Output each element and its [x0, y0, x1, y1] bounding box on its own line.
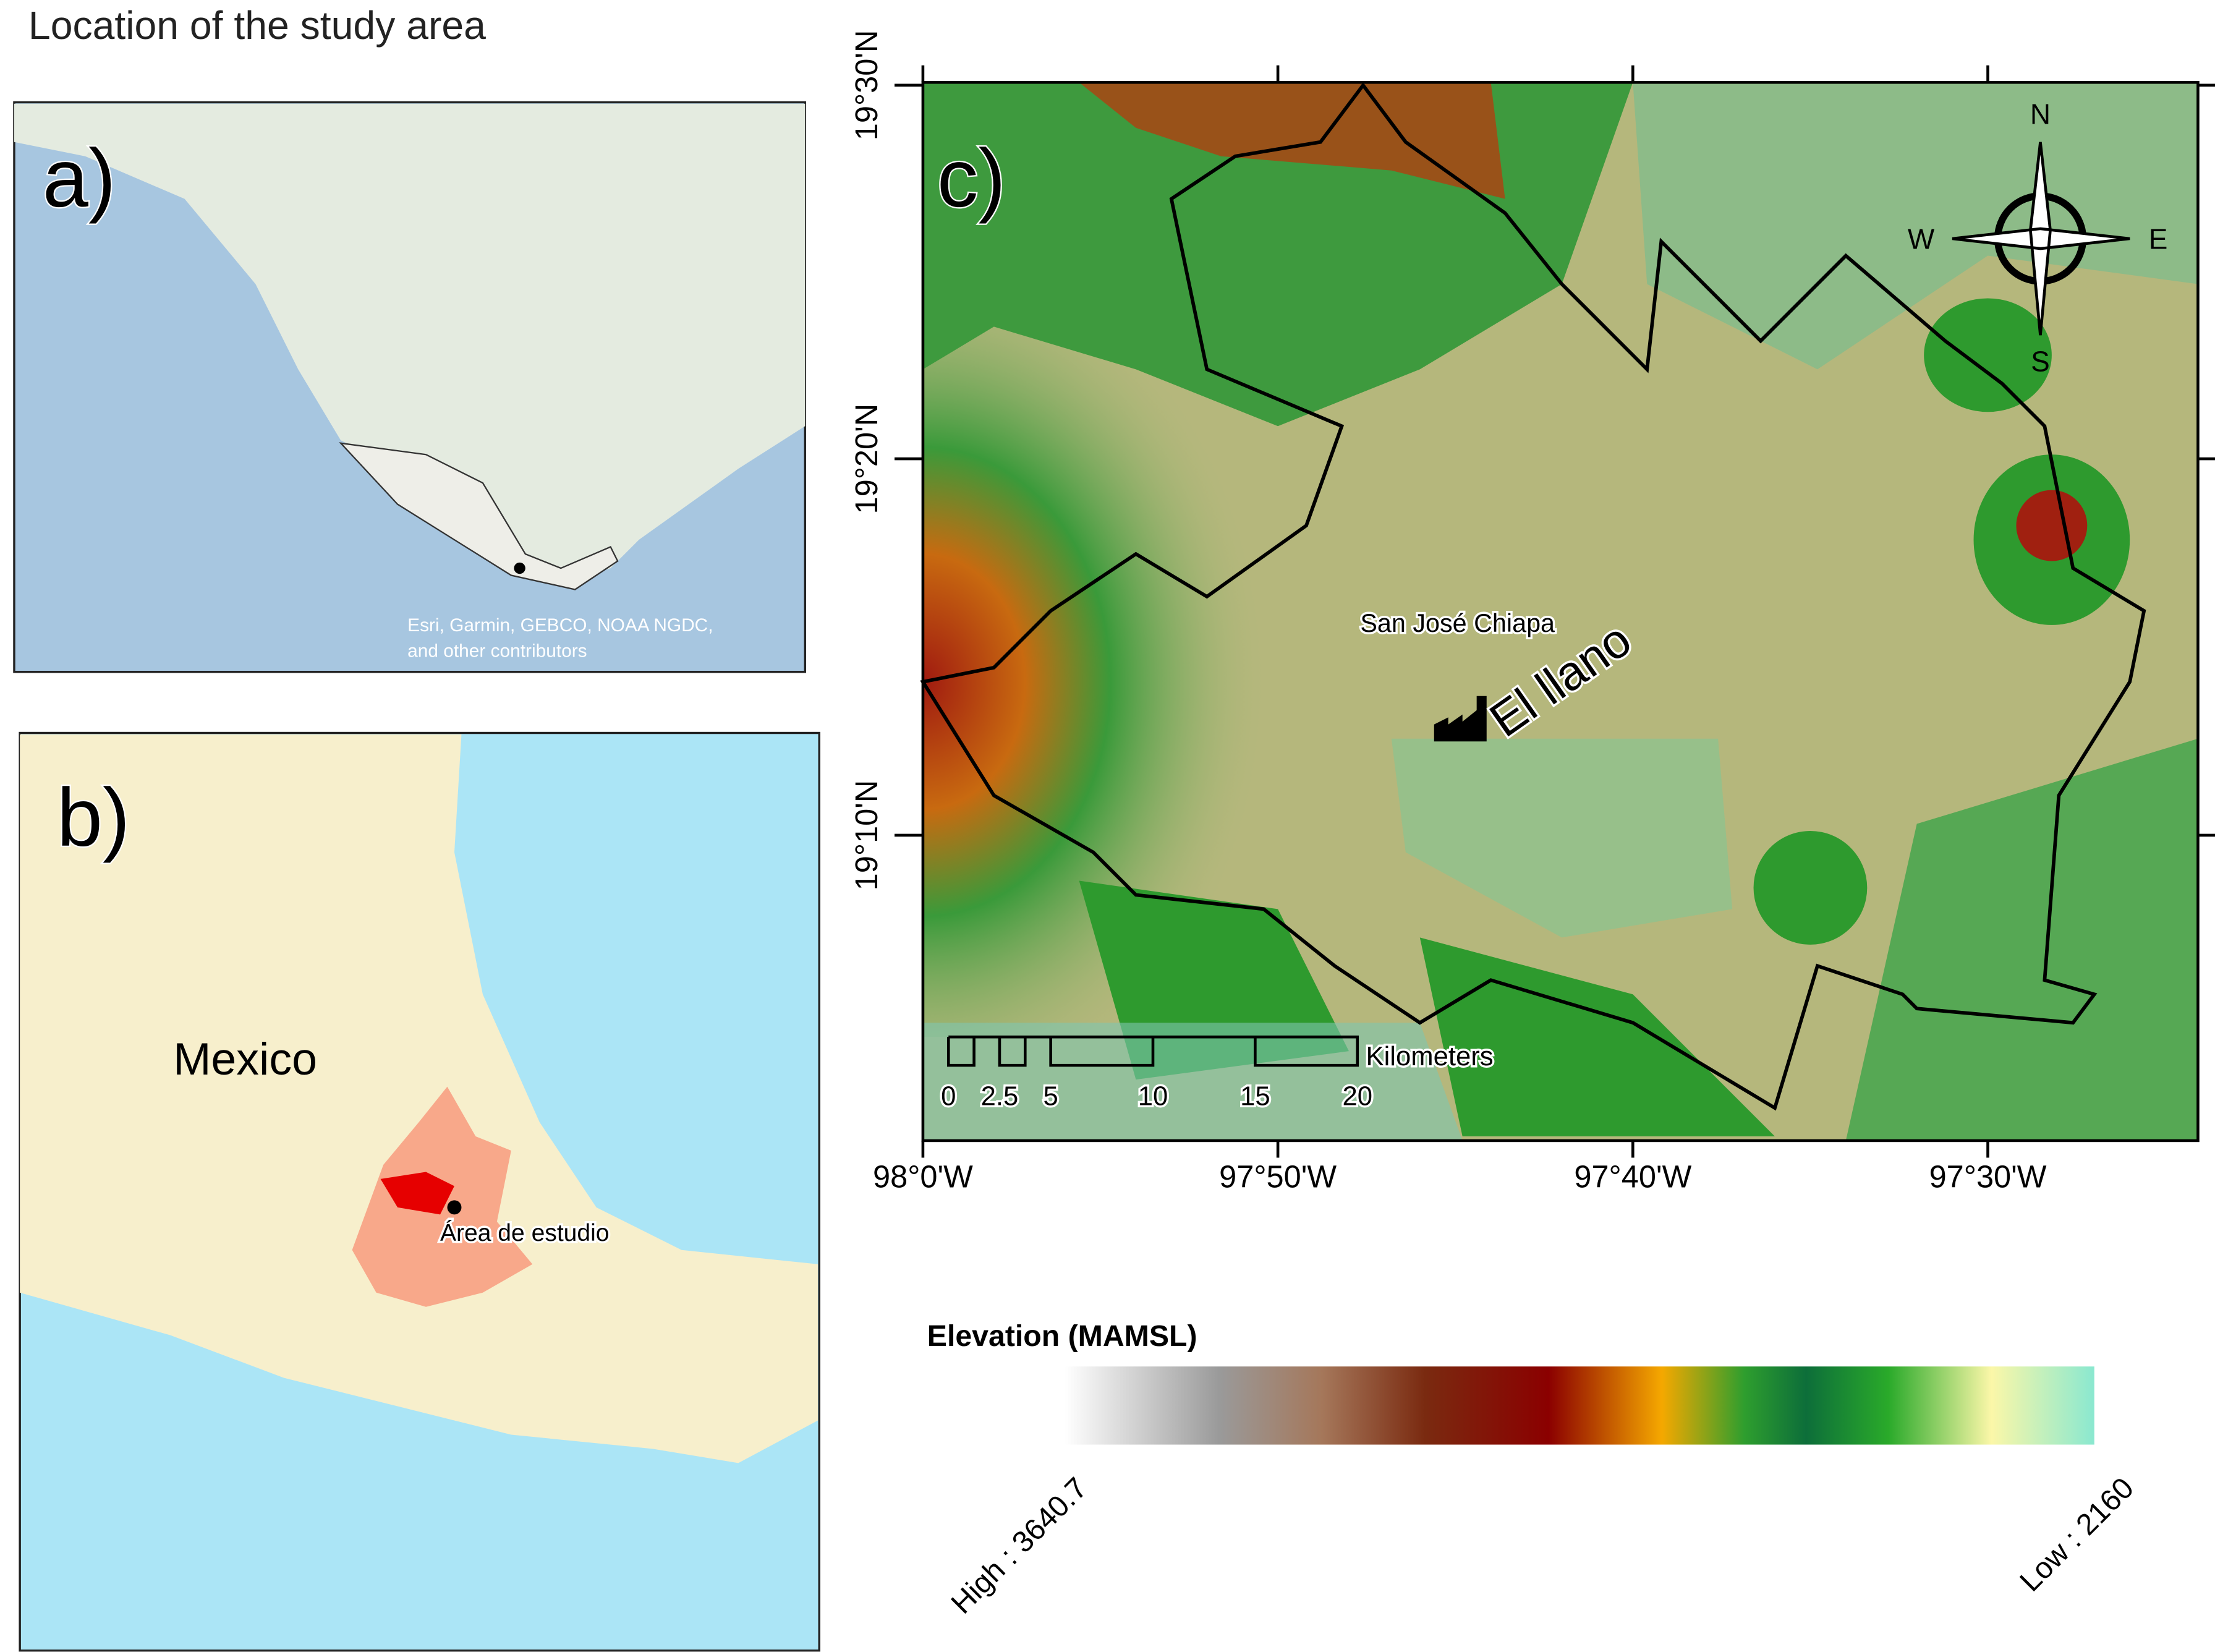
- map-frame: [921, 80, 2200, 1143]
- compass-s: S: [2031, 345, 2050, 377]
- factory-icon: [1434, 696, 1487, 742]
- scale-tick-label: 20: [1342, 1081, 1372, 1111]
- scale-tick-label: 0: [941, 1081, 956, 1111]
- study-location: [447, 1200, 462, 1215]
- land-mexico: [20, 734, 818, 1463]
- scale-bar: [946, 1035, 1359, 1067]
- town-label: San José Chiapa: [1360, 609, 1555, 637]
- country-label: Mexico: [173, 1033, 317, 1084]
- study-location: [514, 562, 525, 574]
- peak: [2016, 490, 2088, 561]
- attribution: and other contributors: [407, 641, 587, 661]
- lat-label: 19°20'N: [849, 404, 884, 514]
- mexico-outline: [339, 442, 619, 590]
- legend-title: Elevation (MAMSL): [927, 1319, 1197, 1353]
- elevation-map: [920, 82, 2198, 1141]
- hill: [1753, 831, 1868, 945]
- scale-tick-label: 2.5: [981, 1081, 1019, 1111]
- panel-label: c): [937, 132, 1006, 224]
- study-area-label: Área de estudio: [440, 1220, 609, 1246]
- compass-e: E: [2149, 223, 2168, 255]
- legend-high: High : 3640.7: [945, 1471, 1094, 1620]
- elevation-ramp: [1065, 1366, 2094, 1445]
- lowland: [922, 1023, 1463, 1141]
- lon-label: 97°50'W: [1219, 1159, 1337, 1194]
- municipality-boundary: [920, 82, 2146, 1111]
- lon-label: 98°0'W: [873, 1159, 973, 1194]
- compass-w: W: [1908, 223, 1935, 255]
- figure-title: Location of the study area: [28, 3, 486, 48]
- lat-label: 19°10'N: [849, 780, 884, 891]
- compass-star: [1952, 142, 2130, 336]
- study-region: [380, 1172, 454, 1215]
- panel-label: b): [57, 772, 130, 864]
- lon-label: 97°30'W: [1929, 1159, 2047, 1194]
- scale-unit: Kilometers: [1366, 1041, 1494, 1071]
- scale-tick-label: 10: [1138, 1081, 1168, 1111]
- attribution: Esri, Garmin, GEBCO, NOAA NGDC,: [407, 615, 713, 636]
- scale-tick-label: 5: [1043, 1081, 1058, 1111]
- northern-peaks: [1079, 82, 1505, 199]
- plain: [1391, 738, 1733, 938]
- lon-label: 97°40'W: [1574, 1159, 1691, 1194]
- legend-low: Low : 2160: [2013, 1471, 2140, 1598]
- land-north-america: [14, 103, 806, 582]
- compass: N S E W: [1908, 98, 2168, 378]
- panel-label: a): [43, 132, 116, 224]
- lat-label: 19°30'N: [849, 30, 884, 140]
- compass-n: N: [2030, 98, 2051, 130]
- southeast-slope: [1845, 738, 2198, 1141]
- northeast-plain: [1633, 82, 2198, 370]
- scale-tick-label: 15: [1240, 1081, 1270, 1111]
- hill: [1924, 298, 2052, 412]
